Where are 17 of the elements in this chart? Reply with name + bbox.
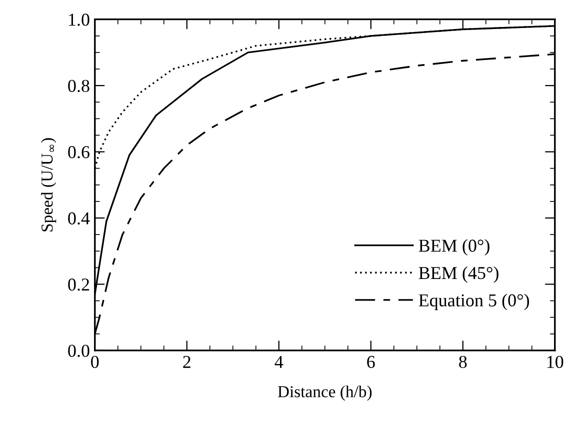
y-axis-title: Speed (U/U$_{∞}$) xyxy=(41,138,56,232)
y-tick-label: 0.8 xyxy=(68,80,90,92)
x-axis-title: Distance (h/b) xyxy=(278,386,372,401)
legend-label: Equation 5 (0°) xyxy=(418,294,530,310)
x-tick-label: 0 xyxy=(91,356,99,368)
y-tick-label: 0.6 xyxy=(68,146,90,158)
x-tick-label: 2 xyxy=(183,356,190,368)
y-tick-label: 1.0 xyxy=(69,14,90,26)
legend-label: BEM (45°) xyxy=(418,266,498,283)
x-tick-label: 4 xyxy=(274,356,284,368)
x-tick-label: 8 xyxy=(459,356,467,368)
y-tick-label: 0.4 xyxy=(68,212,90,225)
legend-label: BEM (0°) xyxy=(418,239,490,256)
y-tick-label: 0.2 xyxy=(68,278,90,291)
y-tick-label: 0.0 xyxy=(68,344,90,357)
x-tick-label: 10 xyxy=(547,356,564,368)
x-tick-label: 6 xyxy=(367,356,375,368)
